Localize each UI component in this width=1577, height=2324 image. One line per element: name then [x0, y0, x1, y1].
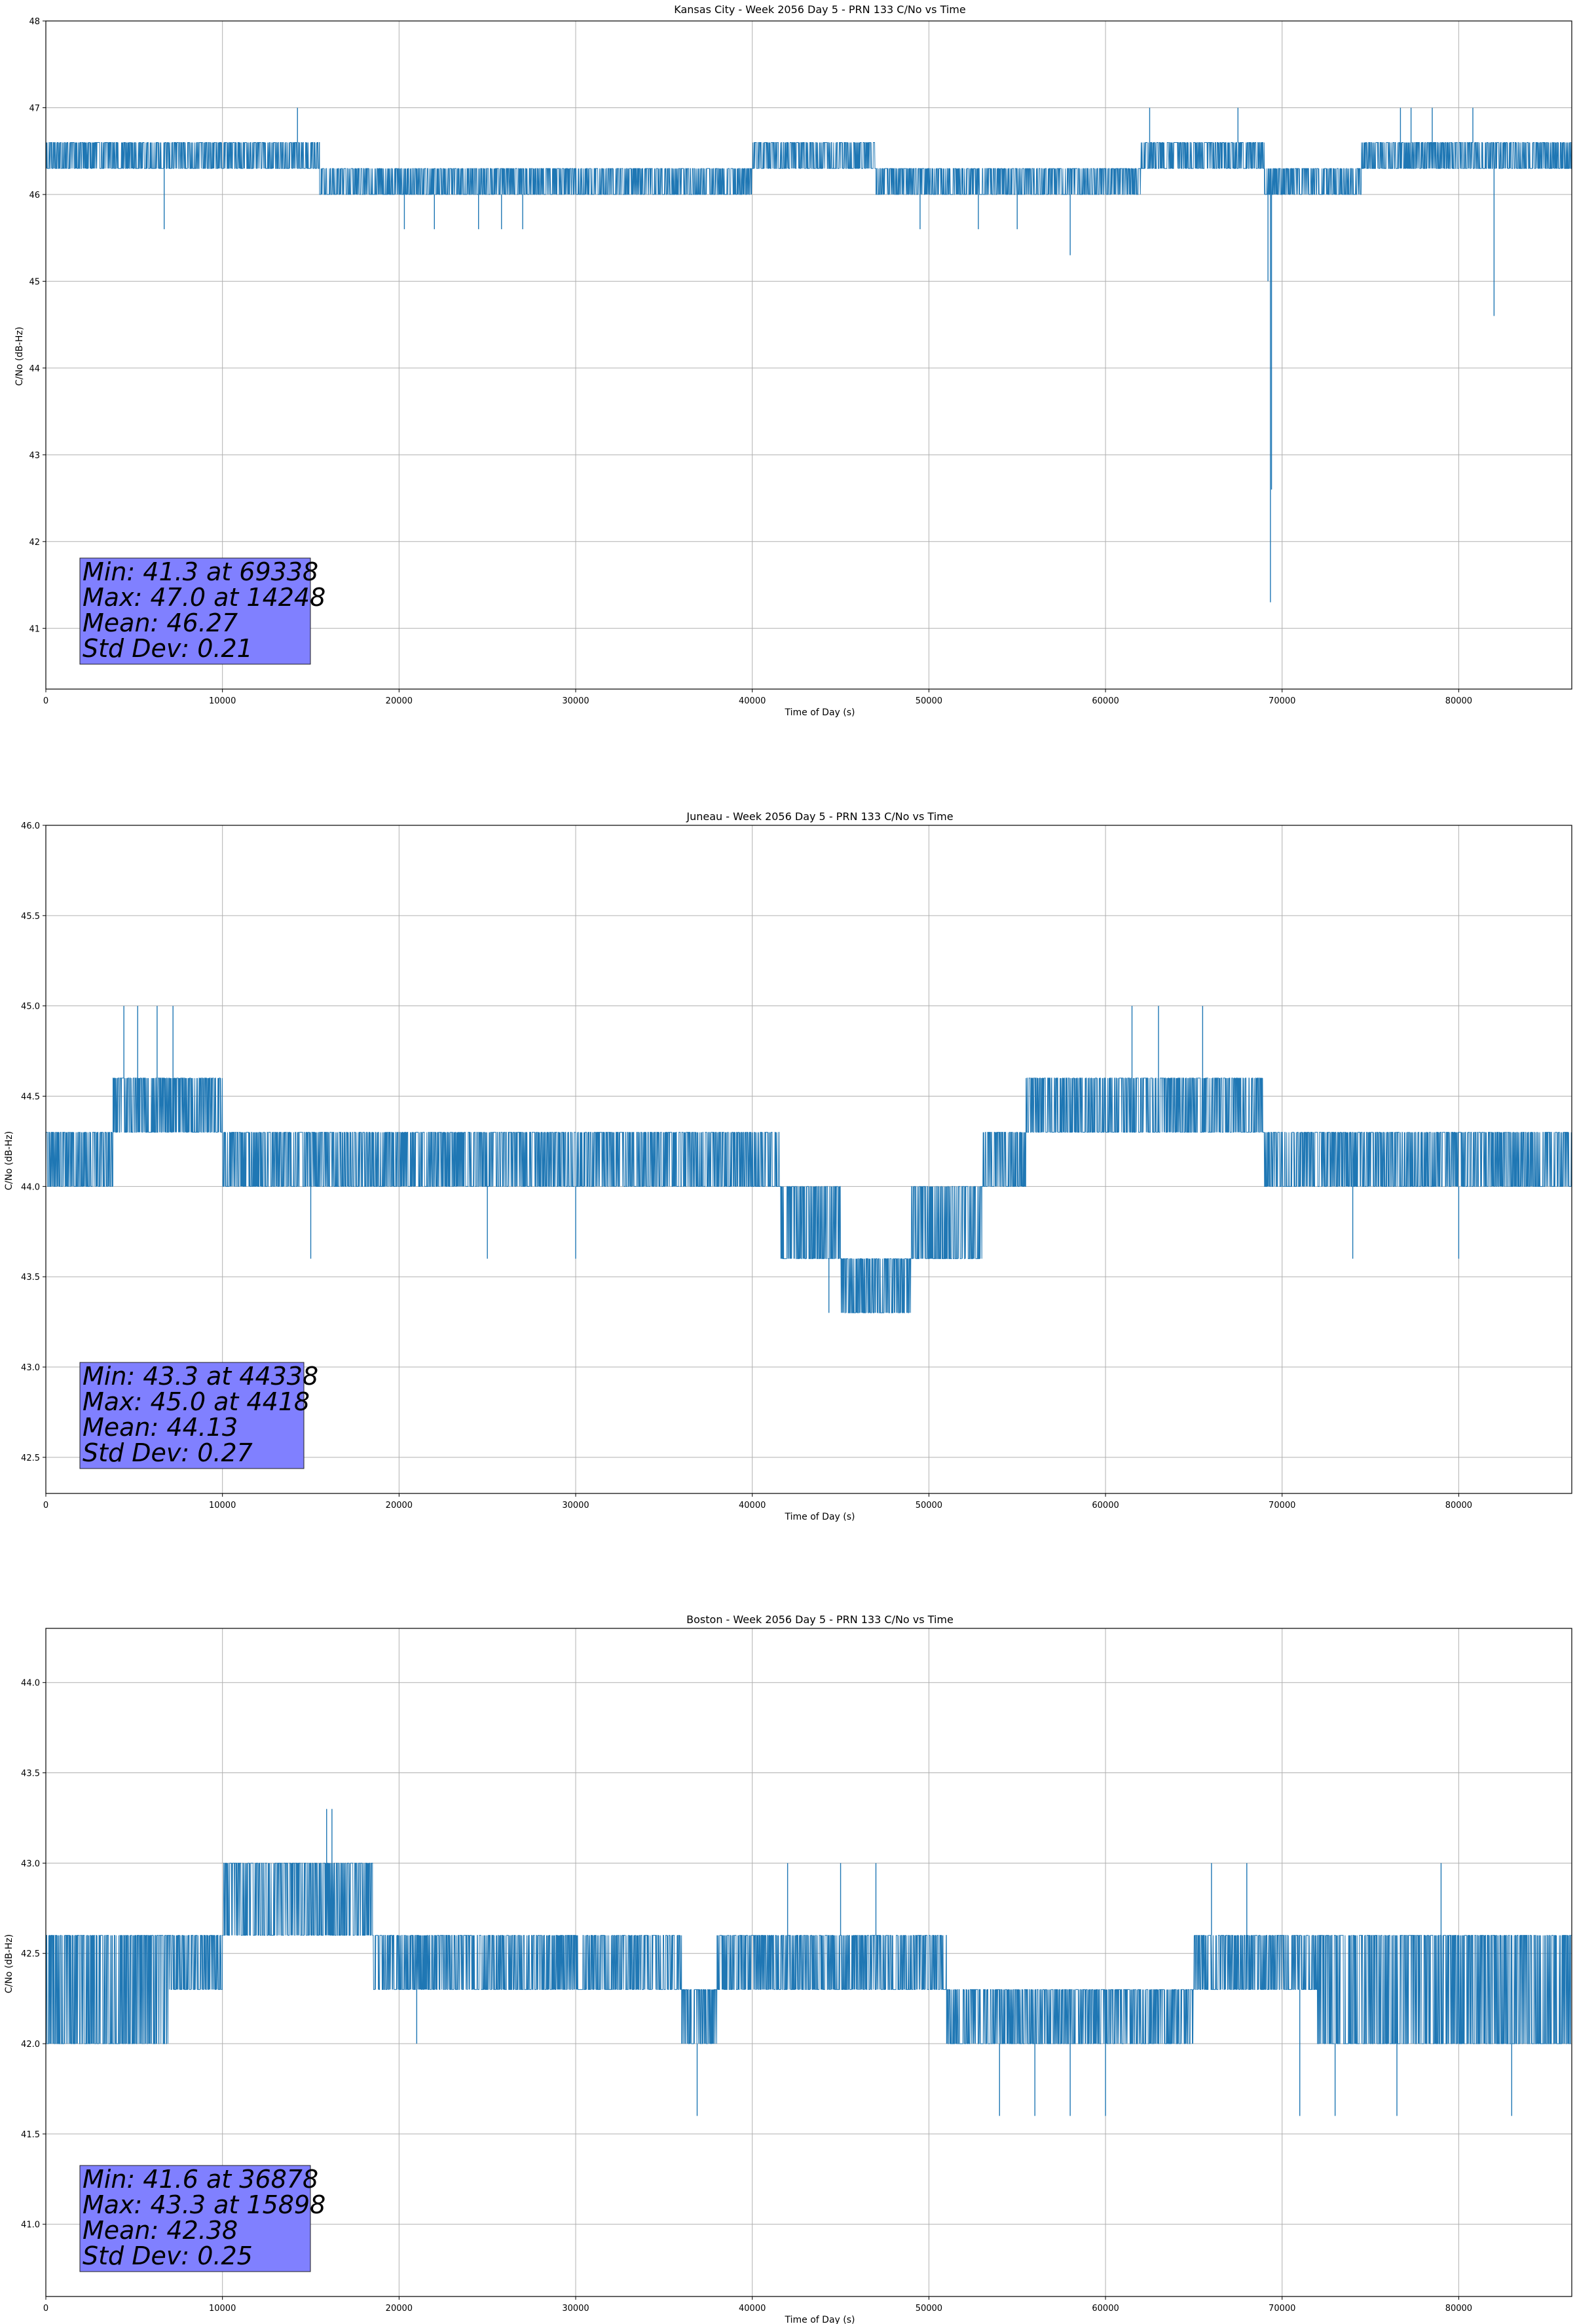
- x-tick-label: 70000: [1269, 2304, 1295, 2314]
- y-tick-label: 43: [29, 451, 40, 460]
- y-tick-label: 41.0: [21, 2221, 40, 2230]
- x-tick-label: 20000: [386, 2304, 413, 2314]
- x-tick-label: 50000: [916, 1501, 942, 1510]
- y-tick-label: 45.0: [21, 1002, 40, 1012]
- y-tick-label: 45: [29, 277, 40, 287]
- y-tick-label: 43.5: [21, 1273, 40, 1283]
- y-axis-label: C/No (dB-Hz): [4, 1934, 14, 1993]
- stats-box: Min: 43.3 at 44338 Max: 45.0 at 4418 Mea…: [79, 1362, 318, 1469]
- y-axis-label: C/No (dB-Hz): [4, 1131, 14, 1190]
- x-tick-label: 40000: [739, 696, 766, 706]
- x-tick-label: 80000: [1445, 696, 1472, 706]
- x-axis-label: Time of Day (s): [785, 2315, 855, 2324]
- x-axis-label: Time of Day (s): [785, 1512, 855, 1522]
- panel-title: Kansas City - Week 2056 Day 5 - PRN 133 …: [674, 3, 965, 16]
- stats-max: Max: 47.0 at 14248: [83, 583, 325, 612]
- panel-kansas-city: Kansas City - Week 2056 Day 5 - PRN 133 …: [14, 3, 1572, 718]
- y-tick-label: 42.0: [21, 2040, 40, 2050]
- stats-mean: Mean: 46.27: [83, 609, 238, 637]
- stats-max: Max: 45.0 at 4418: [83, 1387, 310, 1416]
- stats-box: Min: 41.6 at 36878 Max: 43.3 at 15898 Me…: [79, 2165, 325, 2272]
- stats-min: Min: 43.3 at 44338: [83, 1362, 318, 1391]
- stats-max: Max: 43.3 at 15898: [83, 2190, 325, 2219]
- x-tick-label: 40000: [739, 1501, 766, 1510]
- series-line: [45, 142, 1572, 195]
- y-tick-label: 42.5: [21, 1453, 40, 1463]
- stats-box-background: [79, 2165, 311, 2272]
- y-tick-label: 41.5: [21, 2130, 40, 2140]
- x-tick-label: 30000: [562, 696, 589, 706]
- x-tick-label: 80000: [1445, 2304, 1472, 2314]
- y-tick-label: 47: [29, 103, 40, 113]
- x-tick-label: 30000: [562, 1501, 589, 1510]
- y-tick-label: 44.0: [21, 1679, 40, 1689]
- x-tick-label: 70000: [1269, 696, 1295, 706]
- y-axis-label: C/No (dB-Hz): [14, 327, 25, 386]
- x-tick-label: 60000: [1092, 696, 1119, 706]
- x-tick-label: 10000: [209, 2304, 236, 2314]
- y-tick-label: 42.5: [21, 1949, 40, 1959]
- y-tick-label: 44: [29, 364, 40, 374]
- x-tick-label: 70000: [1269, 1501, 1295, 1510]
- x-tick-label: 80000: [1445, 1501, 1472, 1510]
- x-tick-label: 40000: [739, 2304, 766, 2314]
- y-tick-label: 48: [29, 17, 40, 27]
- stats-min: Min: 41.6 at 36878: [83, 2165, 318, 2194]
- axes-frame: [45, 20, 1572, 690]
- x-tick-label: 50000: [916, 2304, 942, 2314]
- panel-title: Juneau - Week 2056 Day 5 - PRN 133 C/No …: [686, 810, 953, 823]
- panel-juneau: Juneau - Week 2056 Day 5 - PRN 133 C/No …: [4, 810, 1572, 1522]
- x-tick-label: 0: [43, 696, 48, 706]
- x-tick-label: 0: [43, 1501, 48, 1510]
- x-tick-label: 10000: [209, 696, 236, 706]
- stats-box-background: [79, 557, 311, 665]
- x-tick-label: 20000: [386, 1501, 413, 1510]
- axes-frame: [45, 1628, 1572, 2297]
- y-tick-label: 43.5: [21, 1769, 40, 1779]
- stats-mean: Mean: 42.38: [83, 2216, 238, 2245]
- x-tick-label: 50000: [916, 696, 942, 706]
- x-tick-label: 20000: [386, 696, 413, 706]
- series-line: [45, 1078, 1572, 1313]
- y-tick-label: 44.0: [21, 1182, 40, 1192]
- x-tick-label: 60000: [1092, 2304, 1119, 2314]
- stats-mean: Mean: 44.13: [83, 1413, 238, 1442]
- stats-min: Min: 41.3 at 69338: [83, 557, 318, 586]
- y-tick-label: 46.0: [21, 821, 40, 831]
- y-tick-label: 46: [29, 191, 40, 200]
- x-tick-label: 0: [43, 2304, 48, 2314]
- y-tick-label: 43.0: [21, 1859, 40, 1869]
- series-line: [46, 1862, 1572, 2044]
- plot-area: 0 10000 20000 30000 40000 50000 60000 70000 8000…: [21, 821, 1572, 1510]
- stats-std-dev: Std Dev: 0.21: [83, 634, 253, 663]
- x-tick-label: 10000: [209, 1501, 236, 1510]
- y-tick-label: 45.5: [21, 912, 40, 922]
- x-axis-label: Time of Day (s): [785, 707, 855, 718]
- plot-area: 0 10000 20000 30000 40000 50000 60000 70000 8000…: [21, 1628, 1572, 2314]
- y-tick-label: 41: [29, 624, 40, 634]
- x-tick-label: 30000: [562, 2304, 589, 2314]
- stats-std-dev: Std Dev: 0.25: [83, 2241, 253, 2270]
- panel-boston: Boston - Week 2056 Day 5 - PRN 133 C/No …: [4, 1613, 1572, 2324]
- y-tick-label: 44.5: [21, 1093, 40, 1102]
- stats-box-background: [79, 1362, 305, 1469]
- y-tick-label: 42: [29, 538, 40, 548]
- y-tick-label: 43.0: [21, 1363, 40, 1373]
- x-tick-label: 60000: [1092, 1501, 1119, 1510]
- stats-std-dev: Std Dev: 0.27: [83, 1438, 253, 1467]
- axes-frame: [45, 825, 1572, 1494]
- panel-title: Boston - Week 2056 Day 5 - PRN 133 C/No …: [686, 1613, 954, 1626]
- stats-box: Min: 41.3 at 69338 Max: 47.0 at 14248 Me…: [79, 557, 325, 665]
